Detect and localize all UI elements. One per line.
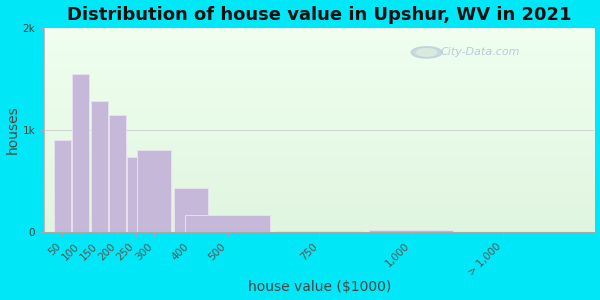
Bar (369, 230, 453, 232)
Bar (127, 157, 144, 232)
Bar (91, 101, 107, 232)
Bar (109, 115, 126, 232)
Bar (73, 74, 89, 232)
Title: Distribution of house value in Upshur, WV in 2021: Distribution of house value in Upshur, W… (67, 6, 572, 24)
Circle shape (416, 49, 436, 56)
Circle shape (411, 47, 442, 58)
Bar (174, 188, 208, 232)
Bar (185, 215, 270, 232)
X-axis label: house value ($1000): house value ($1000) (248, 280, 391, 294)
Y-axis label: houses: houses (5, 106, 20, 154)
Text: City-Data.com: City-Data.com (440, 47, 520, 57)
Bar (137, 151, 171, 232)
Bar (54, 140, 71, 232)
Bar (277, 231, 361, 232)
